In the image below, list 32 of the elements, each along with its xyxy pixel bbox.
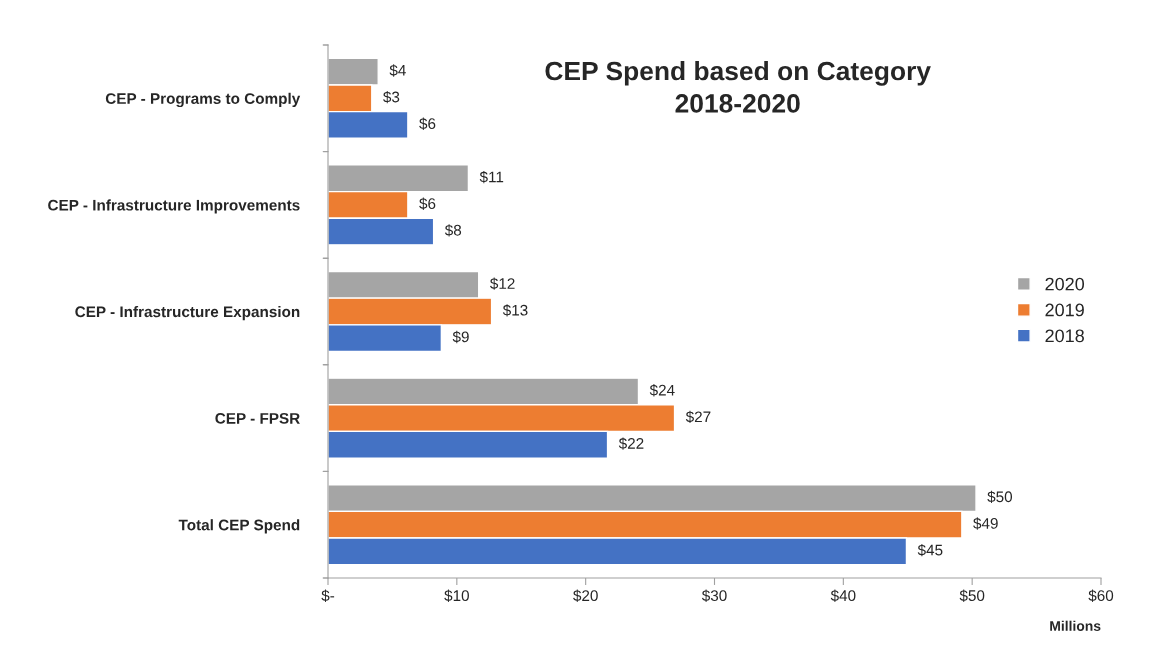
data-label: $45 <box>917 543 943 557</box>
x-tick-label: $10 <box>444 589 469 602</box>
data-label: $9 <box>452 330 469 344</box>
x-tick-label: $60 <box>1088 589 1114 602</box>
y-tick-label: CEP - FPSR <box>215 412 300 424</box>
legend-label: 2020 <box>1045 277 1085 291</box>
data-label: $11 <box>479 170 504 184</box>
data-label: $6 <box>419 197 436 210</box>
x-tick-label: $- <box>321 589 335 602</box>
data-label: $22 <box>618 437 644 450</box>
data-label: $12 <box>490 277 515 290</box>
y-tick-label: Total CEP Spend <box>178 519 300 534</box>
data-label: $50 <box>987 490 1013 504</box>
x-tick-label: $20 <box>573 589 598 602</box>
text: CEP Spend based on Category 2018-2020 <box>545 60 931 113</box>
legend-label: 2018 <box>1045 329 1084 343</box>
y-tick-label: CEP - Infrastructure Improvements <box>48 199 300 214</box>
x-axis-title: Millions <box>1050 620 1101 631</box>
y-tick-label: CEP - Programs to Comply <box>105 92 301 108</box>
y-tick-label: CEP - Infrastructure Expansion <box>75 305 300 321</box>
data-label: $3 <box>383 90 400 104</box>
x-tick-label: $50 <box>959 589 985 602</box>
data-label: $8 <box>444 224 462 237</box>
data-label: $24 <box>649 384 675 397</box>
data-label: $4 <box>389 64 406 77</box>
data-label: $49 <box>973 517 998 530</box>
data-label: $27 <box>685 410 711 424</box>
x-tick-label: $30 <box>701 589 727 602</box>
legend-label: 2019 <box>1045 303 1084 317</box>
data-label: $6 <box>419 117 436 130</box>
x-tick-label: $40 <box>830 589 856 602</box>
data-label: $13 <box>502 304 528 317</box>
